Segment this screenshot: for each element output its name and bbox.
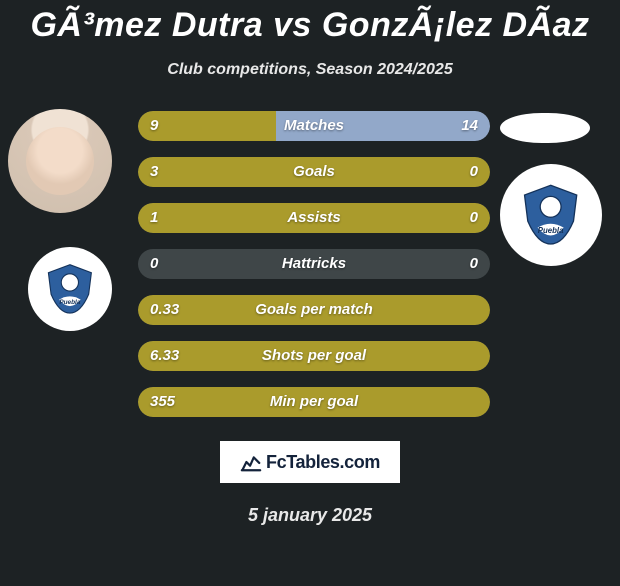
stat-row: 3Goals0	[138, 157, 490, 187]
source-logo-text: FcTables.com	[266, 452, 380, 473]
stat-value-right: 0	[470, 203, 478, 233]
stat-row: 9Matches14	[138, 111, 490, 141]
stat-row: 1Assists0	[138, 203, 490, 233]
page-subtitle: Club competitions, Season 2024/2025	[0, 61, 620, 79]
stat-label: Hattricks	[138, 249, 490, 279]
player-left-avatar	[8, 109, 112, 213]
svg-text:Puebla: Puebla	[538, 226, 564, 235]
page-title: GÃ³mez Dutra vs GonzÃ¡lez DÃ­az	[0, 6, 620, 45]
stat-value-right: 0	[470, 157, 478, 187]
stat-row: 0Hattricks0	[138, 249, 490, 279]
stat-label: Min per goal	[138, 387, 490, 417]
puebla-badge-icon: Puebla	[43, 262, 97, 316]
stat-label: Matches	[138, 111, 490, 141]
stat-row: 355Min per goal	[138, 387, 490, 417]
puebla-badge-icon: Puebla	[518, 182, 583, 247]
player-left-club-badge: Puebla	[28, 247, 112, 331]
player-right-club-badge: Puebla	[500, 164, 602, 266]
player-right-avatar	[500, 113, 590, 143]
source-logo: FcTables.com	[220, 441, 400, 483]
stat-label: Goals per match	[138, 295, 490, 325]
svg-text:Puebla: Puebla	[59, 299, 81, 306]
stat-row: 6.33Shots per goal	[138, 341, 490, 371]
comparison-chart: Puebla Puebla 9Matches14 3Goals0 1Assists0…	[0, 109, 620, 419]
stat-row: 0.33Goals per match	[138, 295, 490, 325]
fctables-icon	[240, 451, 262, 473]
stat-label: Goals	[138, 157, 490, 187]
stat-value-right: 14	[461, 111, 478, 141]
stat-value-right: 0	[470, 249, 478, 279]
stat-label: Assists	[138, 203, 490, 233]
bars-container: 9Matches143Goals01Assists00Hattricks00.3…	[138, 111, 490, 433]
date-label: 5 january 2025	[0, 505, 620, 526]
stat-label: Shots per goal	[138, 341, 490, 371]
